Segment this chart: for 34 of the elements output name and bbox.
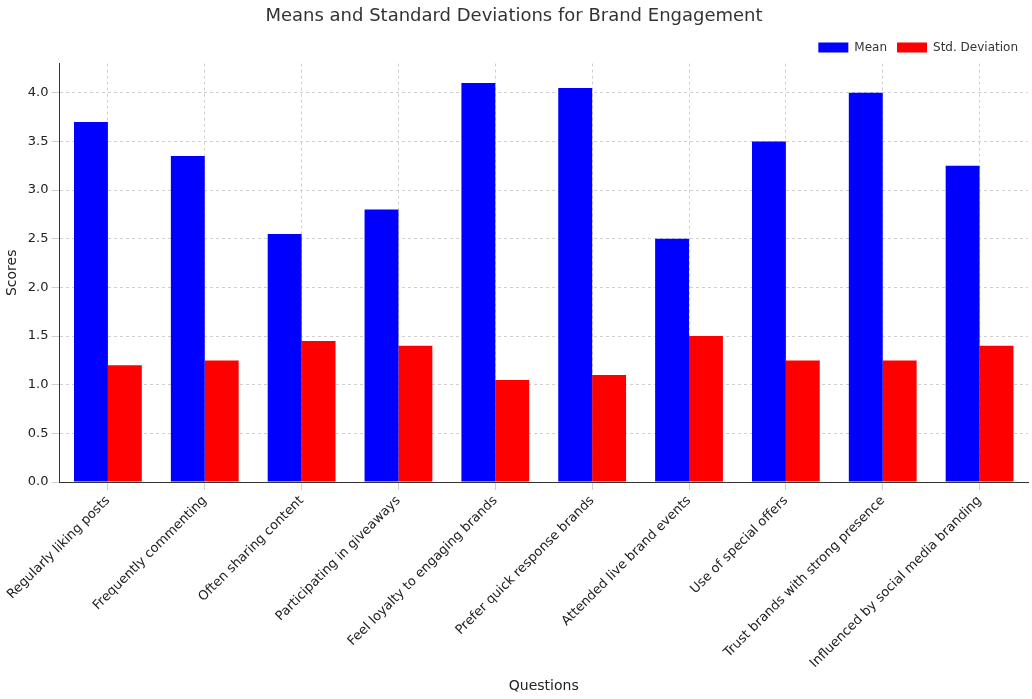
y-axis-title: Scores (3, 249, 20, 297)
bar (751, 141, 786, 482)
y-tick-label: 3.0 (27, 181, 49, 197)
legend-label: Std. Deviation (933, 39, 1018, 54)
y-tick-label: 1.0 (27, 376, 49, 392)
bar (170, 156, 205, 482)
bar (882, 360, 917, 482)
bar (107, 365, 142, 482)
y-tick-label: 0.0 (27, 473, 49, 489)
bar (848, 92, 883, 482)
chart-title: Means and Standard Deviations for Brand Engagement (265, 4, 763, 26)
bar (495, 379, 530, 482)
bar (301, 340, 336, 482)
y-tick-label: 4.0 (27, 84, 49, 100)
legend-label: Mean (854, 39, 888, 54)
bar (689, 336, 723, 482)
y-tick-label: 1.5 (27, 327, 49, 343)
bar (558, 87, 593, 482)
bar (592, 375, 627, 482)
y-tick-label: 2.5 (27, 230, 49, 246)
bar (655, 238, 690, 482)
bar (364, 209, 399, 482)
bar (785, 360, 820, 482)
bar (979, 345, 1014, 482)
bar (461, 83, 496, 482)
y-tick-label: 3.5 (27, 132, 49, 148)
y-tick-label: 0.5 (27, 424, 49, 440)
y-tick-label: 2.0 (27, 278, 49, 294)
bar (74, 121, 108, 482)
x-axis-title: Questions (508, 677, 579, 694)
bar (398, 345, 433, 482)
bar (204, 360, 239, 482)
bar (267, 233, 302, 482)
bar (945, 165, 980, 482)
